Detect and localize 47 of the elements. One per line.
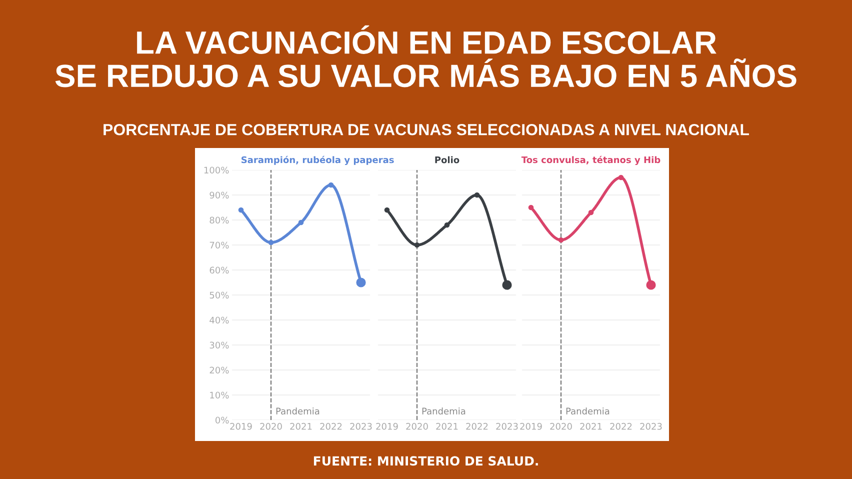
y-tick-label: 50% [210,292,229,299]
x-tick-label: 2023 [496,422,518,430]
y-tick-label: 90% [210,192,229,199]
x-tick-label: 2022 [610,422,632,430]
point [298,220,304,226]
ref-line-label: Pandemia [566,408,610,414]
x-tick-label: 2021 [436,422,458,430]
ref-line-label: Pandemia [422,408,466,414]
ref-line-label: Pandemia [276,408,320,414]
x-tick-label: 2023 [350,422,372,430]
y-tick-label: 20% [210,366,229,374]
x-tick-label: 2022 [320,422,342,430]
y-tick-label: 70% [210,242,229,249]
text: Tos convulsa, tétanos y Hib [521,156,660,165]
point [558,237,564,243]
chart-title: LA VACUNACIÓN EN EDAD ESCOLAR SE REDUJO A SU VALOR MÁS BAJO EN 5 AÑOS [55,25,796,88]
text: Sarampión, rubéola y paperas [242,156,394,165]
y-tick-label: 0% [215,416,229,424]
point [268,240,274,246]
point [238,207,244,213]
y-tick-label: 10% [210,392,229,399]
text: PORCENTAJE DE COBERTURA DE VACUNAS SELECCIONADAS A NIVEL NACIONAL [104,124,749,136]
x-tick-label: 2020 [406,422,428,430]
x-tick-label: 2020 [260,422,282,430]
x-tick-label: 2019 [376,422,398,430]
x-tick-label: 2023 [640,422,662,430]
point [588,210,594,216]
y-tick-label: 40% [210,316,229,324]
x-tick-label: 2022 [466,422,488,430]
point [414,242,420,248]
point [528,204,534,210]
y-tick-label: 30% [210,342,229,349]
x-tick-label: 2021 [580,422,602,430]
point [618,174,624,180]
source-note: FUENTE: MINISTERIO DE SALUD. [314,456,538,466]
x-tick-label: 2020 [550,422,572,430]
point [328,182,334,188]
point [444,222,450,228]
point [474,192,480,198]
point [384,207,390,213]
y-tick-label: 60% [210,266,229,274]
y-tick-label: 100% [204,166,229,174]
x-tick-label: 2019 [230,422,252,430]
text: Polio [435,156,460,164]
y-tick-label: 80% [210,216,229,224]
x-tick-label: 2021 [290,422,312,430]
x-tick-label: 2019 [520,422,542,430]
